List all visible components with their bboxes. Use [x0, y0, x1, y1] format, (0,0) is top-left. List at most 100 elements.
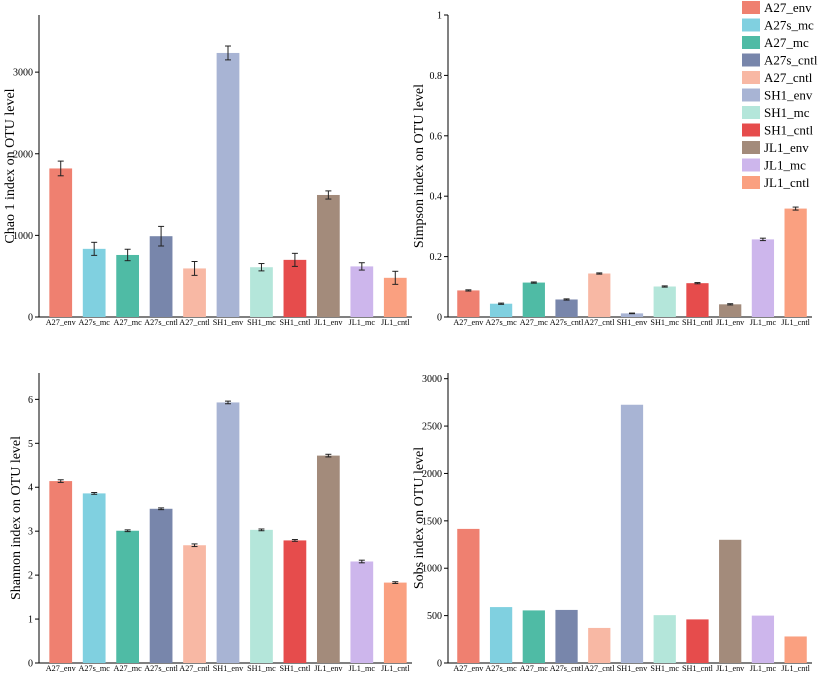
- bar-a27-cntl: [183, 268, 206, 317]
- y-tick-label: 0: [437, 659, 442, 670]
- y-tick-label: 1: [28, 615, 33, 626]
- bar-sh1-env: [620, 404, 644, 663]
- x-tick-label: JL1_env: [716, 318, 745, 327]
- y-tick-label: 4: [28, 483, 33, 494]
- x-tick-label: A27_mc: [520, 318, 549, 327]
- legend-swatch-jl1-mc: [742, 158, 760, 172]
- legend-label: SH1_env: [764, 88, 813, 103]
- sobs-chart: 0 500 1000 1500 2000 2500 3000 Sobs index on OT…: [412, 373, 812, 673]
- x-tick-label: SH1_env: [617, 318, 648, 327]
- x-tick-label: A27_mc: [520, 664, 549, 673]
- y-tick-label: 0: [437, 313, 442, 324]
- legend-label: A27_mc: [764, 35, 809, 50]
- legend-swatch-jl1-cntl: [742, 176, 760, 189]
- shannon-chart: 0 1 2 3 4 5 6 Shannon index on OTU level A27_env…: [9, 373, 412, 673]
- bar-a27s-cntl: [149, 508, 173, 663]
- legend-label: JL1_env: [764, 140, 809, 155]
- y-tick-label: 6: [28, 395, 33, 406]
- x-tick-label: A27s_cntl: [144, 664, 178, 673]
- x-tick-label: SH1_mc: [650, 664, 679, 673]
- chao1-chart: 0 1000 2000 3000 Chao 1 index on OTU level A2…: [3, 15, 412, 327]
- y-tick-label: 2000: [422, 469, 442, 480]
- x-tick-label: A27_cntl: [584, 318, 615, 327]
- x-tick-label: A27_env: [453, 664, 484, 673]
- legend-label: A27_cntl: [764, 70, 813, 85]
- y-tick-label: 0: [28, 313, 33, 324]
- x-tick-label: SH1_cntl: [279, 664, 311, 673]
- y-tick-label: 3000: [13, 68, 33, 79]
- x-tick-label: SH1_cntl: [682, 318, 714, 327]
- bar-jl1-env: [719, 539, 742, 663]
- bar-a27-mc: [116, 254, 140, 317]
- bar-a27s-mc: [82, 248, 106, 317]
- bar-a27s-mc: [489, 607, 513, 663]
- x-tick-label: A27s_mc: [485, 318, 517, 327]
- bar-jl1-mc: [350, 266, 374, 317]
- bar-a27s-mc: [489, 303, 513, 317]
- x-tick-label: A27s_mc: [485, 664, 517, 673]
- x-tick-label: SH1_env: [213, 664, 244, 673]
- bar-jl1-cntl: [383, 582, 407, 663]
- x-tick-label: SH1_cntl: [682, 664, 714, 673]
- x-tick-label: A27_cntl: [584, 664, 615, 673]
- bar-a27s-cntl: [555, 609, 578, 663]
- bar-sh1-mc: [653, 615, 676, 663]
- y-axis-label: Sobs index on OTU level: [412, 447, 427, 589]
- bar-a27-env: [49, 481, 73, 663]
- bar-jl1-cntl: [383, 277, 407, 317]
- y-tick-label: 0.8: [430, 71, 443, 82]
- legend-swatch-a27s-mc: [742, 18, 760, 32]
- x-tick-label: SH1_env: [213, 318, 244, 327]
- legend: A27_env A27s_mc A27_mc A27s_cntl A27_cntl SH1…: [742, 0, 818, 190]
- bar-a27-mc: [522, 282, 545, 317]
- y-tick-label: 0.2: [430, 252, 443, 263]
- bar-sh1-env: [620, 313, 644, 317]
- legend-label: SH1_cntl: [764, 123, 814, 138]
- legend-swatch-sh1-cntl: [742, 123, 760, 137]
- legend-label: SH1_mc: [764, 105, 810, 120]
- x-tick-label: JL1_mc: [349, 318, 376, 327]
- bar-jl1-cntl: [784, 636, 807, 663]
- bar-sh1-mc: [653, 286, 676, 317]
- bar-jl1-mc: [751, 615, 775, 663]
- bar-a27-cntl: [588, 273, 611, 317]
- bar-a27-mc: [116, 530, 140, 663]
- y-tick-label: 0: [28, 659, 33, 670]
- legend-label: A27s_mc: [764, 18, 814, 33]
- bar-sh1-cntl: [283, 259, 307, 317]
- x-tick-label: JL1_mc: [750, 318, 777, 327]
- x-tick-label: A27s_cntl: [550, 664, 584, 673]
- legend-swatch-sh1-env: [742, 88, 760, 102]
- x-tick-label: A27_env: [46, 318, 77, 327]
- x-tick-label: JL1_cntl: [381, 664, 410, 673]
- y-tick-label: 0.6: [430, 131, 443, 142]
- bar-sh1-mc: [250, 267, 273, 317]
- bar-jl1-env: [316, 455, 340, 663]
- y-tick-label: 1: [437, 11, 442, 22]
- x-tick-label: SH1_env: [617, 664, 648, 673]
- legend-swatch-a27-mc: [742, 36, 760, 49]
- y-axis-label: Simpson index on OTU level: [412, 84, 427, 248]
- bar-jl1-env: [316, 194, 340, 317]
- bar-jl1-mc: [350, 561, 374, 663]
- bar-a27-env: [457, 290, 480, 317]
- x-tick-label: A27_mc: [114, 664, 143, 673]
- legend-label: JL1_cntl: [764, 175, 810, 190]
- y-tick-label: 1500: [422, 516, 442, 527]
- x-tick-label: SH1_mc: [650, 318, 679, 327]
- x-tick-label: A27_cntl: [179, 318, 210, 327]
- bar-a27-mc: [522, 610, 545, 663]
- y-tick-label: 1000: [13, 231, 33, 242]
- y-axis-label: Shannon index on OTU level: [9, 436, 24, 600]
- x-tick-label: JL1_env: [314, 318, 343, 327]
- x-tick-label: A27s_mc: [78, 318, 110, 327]
- x-tick-label: A27_mc: [114, 318, 143, 327]
- x-tick-label: A27s_cntl: [144, 318, 178, 327]
- bar-sh1-mc: [250, 529, 273, 663]
- y-axis-label: Chao 1 index on OTU level: [3, 88, 18, 243]
- y-tick-label: 2000: [13, 149, 33, 160]
- bar-sh1-cntl: [686, 619, 709, 663]
- y-tick-label: 5: [28, 439, 33, 450]
- legend-swatch-a27-cntl: [742, 71, 760, 84]
- legend-swatch-jl1-env: [742, 141, 760, 154]
